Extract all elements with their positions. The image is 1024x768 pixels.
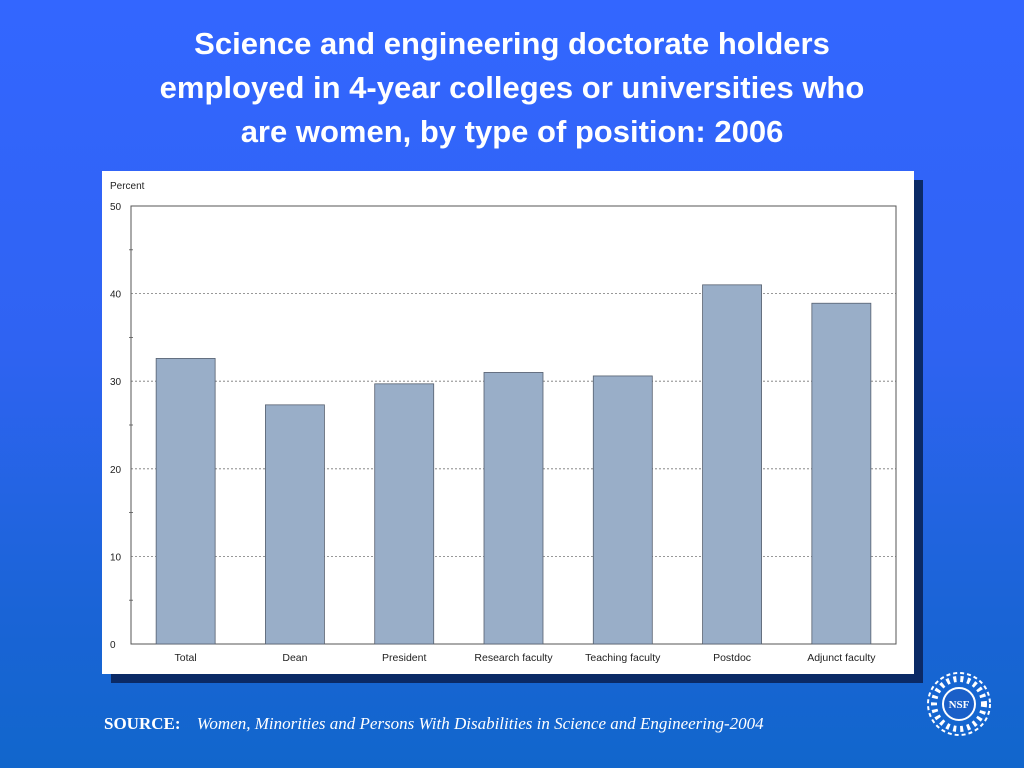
- y-tick-label: 0: [110, 640, 116, 651]
- bar: [155, 358, 216, 645]
- slide-title: Science and engineering doctorate holder…: [60, 22, 964, 154]
- bar: [592, 375, 653, 645]
- x-tick-label: Adjunct faculty: [807, 652, 876, 664]
- slide-title-line: employed in 4-year colleges or universit…: [159, 70, 865, 105]
- nsf-logo-figures: [927, 672, 991, 736]
- bar: [483, 372, 544, 645]
- bar: [702, 284, 762, 645]
- y-tick-label: 10: [110, 552, 122, 563]
- nsf-logo-graphic: NSF: [927, 672, 991, 736]
- slide-title-line: are women, by type of position: 2006: [240, 114, 784, 149]
- y-tick-label: 50: [110, 202, 122, 213]
- chart-panel: Percent 0 10 20 30 40 50 Total Dean President Rese…: [102, 171, 914, 674]
- y-tick-label: 30: [110, 377, 122, 388]
- x-tick-label: President: [382, 652, 426, 664]
- source-note: SOURCE: Women, Minorities and Persons Wi…: [104, 714, 764, 734]
- x-tick-label: Postdoc: [713, 652, 751, 664]
- source-label: SOURCE:: [104, 714, 181, 733]
- bar-chart: Percent 0 10 20 30 40 50 Total Dean President Rese…: [110, 181, 897, 664]
- x-tick-label: Total: [175, 652, 197, 664]
- bar: [811, 302, 872, 645]
- y-tick-label: 40: [110, 290, 122, 301]
- slide-title-line: Science and engineering doctorate holder…: [194, 26, 830, 61]
- nsf-logo-icon: NSF: [921, 666, 997, 742]
- bar: [374, 383, 435, 645]
- y-axis-label: Percent: [110, 181, 145, 192]
- bar: [265, 404, 325, 645]
- nsf-logo-text: NSF: [949, 699, 970, 711]
- x-tick-label: Dean: [282, 652, 307, 664]
- y-tick-label: 20: [110, 465, 122, 476]
- x-tick-label: Research faculty: [474, 652, 553, 664]
- source-citation: Women, Minorities and Persons With Disab…: [196, 714, 764, 733]
- x-tick-label: Teaching faculty: [585, 652, 661, 664]
